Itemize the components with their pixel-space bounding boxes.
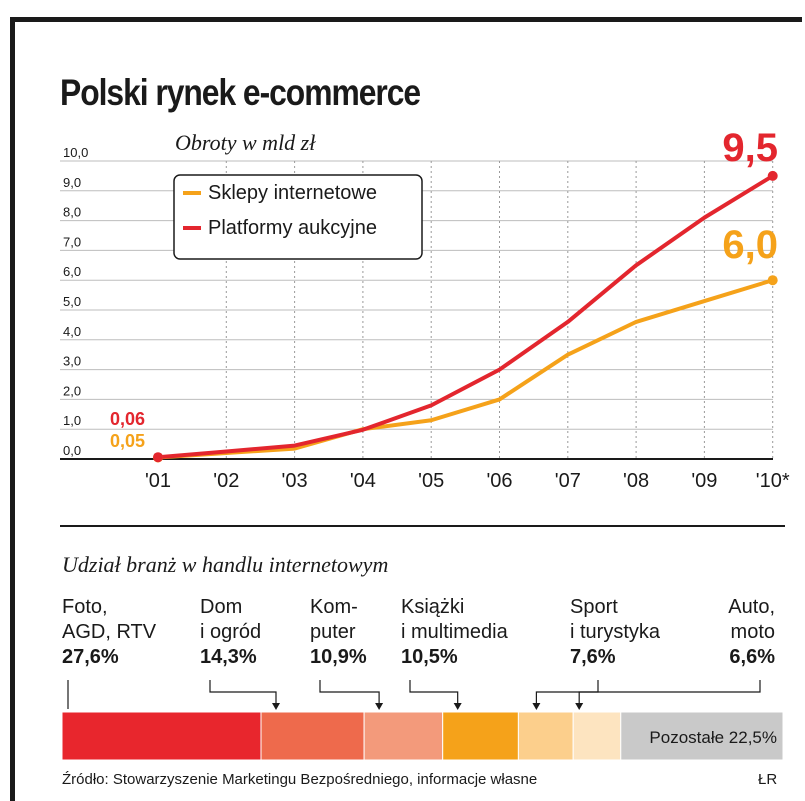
shares-title: Udział branż w handlu internetowym (62, 552, 389, 577)
share-segment (260, 711, 365, 761)
frame-top-rule (10, 17, 802, 22)
y-tick-label: 9,0 (63, 175, 81, 190)
share-label-line: Foto, (62, 596, 108, 618)
y-tick-label: 6,0 (63, 264, 81, 279)
share-label-line: AGD, RTV (62, 621, 157, 643)
x-tick-label: '05 (418, 470, 444, 492)
share-percent: 10,5% (401, 646, 458, 668)
series-line (156, 278, 775, 460)
share-bar-chart: Pozostałe 22,5% (61, 680, 784, 761)
y-tick-label: 8,0 (63, 205, 81, 220)
share-label-dom: Dom i ogród 14,3% (200, 595, 261, 670)
share-connector-arrowhead (575, 703, 584, 710)
section-divider (60, 525, 785, 527)
share-label-komputer: Kom- puter 10,9% (310, 595, 367, 670)
share-segment (517, 711, 574, 761)
share-label-line: i turystyka (570, 621, 661, 643)
share-label-line: Kom- (310, 596, 358, 618)
author-credit: ŁR (758, 771, 778, 788)
y-tick-label: 7,0 (63, 234, 81, 249)
end-value-label: 9,5 (722, 126, 778, 170)
share-percent: 6,6% (729, 646, 775, 668)
share-other-label: Pozostałe 22,5% (649, 728, 777, 747)
x-tick-label: '08 (623, 470, 649, 492)
x-tick-label: '06 (486, 470, 512, 492)
chart-subtitle: Obroty w mld zł (175, 130, 316, 155)
share-connector (409, 680, 459, 706)
share-connector-arrowhead (271, 703, 280, 710)
start-value-label: 0,06 (110, 409, 145, 429)
y-tick-label: 0,0 (63, 443, 81, 458)
share-label-line: i ogród (200, 621, 262, 643)
legend-label: Sklepy internetowe (208, 182, 377, 204)
share-connector (578, 680, 761, 706)
share-label-line: Dom (200, 596, 243, 618)
x-tick-label: '04 (350, 470, 376, 492)
x-tick-label: '01 (145, 470, 171, 492)
share-percent: 7,6% (570, 646, 616, 668)
share-connector-arrowhead (532, 703, 541, 710)
end-value-label: 6,0 (722, 223, 778, 267)
series-end-point (767, 275, 778, 286)
share-percent: 10,9% (310, 646, 367, 668)
share-label-line: Sport (570, 596, 618, 618)
y-tick-label: 4,0 (63, 324, 81, 339)
line-chart: 0,0 1,0 2,0 3,0 4,0 5,0 6,0 7,0 8,0 9,0 10,0 '01 '02… (60, 126, 790, 492)
share-segment (572, 711, 622, 761)
series-start-point (153, 452, 163, 463)
y-tick-label: 1,0 (63, 413, 81, 428)
share-label-line: Książki (401, 596, 465, 618)
share-label-line: puter (310, 621, 356, 643)
x-tick-label: '09 (691, 470, 717, 492)
share-connector (209, 680, 277, 706)
share-connector (319, 680, 380, 706)
x-tick-label: '02 (213, 470, 239, 492)
y-tick-label: 2,0 (63, 383, 81, 398)
share-connector-arrowhead (453, 703, 462, 710)
page-title: Polski rynek e-commerce (60, 72, 421, 113)
chart-legend: Sklepy internetowe Platformy aukcyjne (173, 174, 423, 260)
share-label-line: moto (730, 621, 775, 643)
share-percent: 27,6% (62, 646, 119, 668)
series-line (156, 173, 775, 460)
share-segment-other (620, 711, 784, 761)
share-label-foto: Foto, AGD, RTV 27,6% (62, 595, 156, 670)
share-label-auto: Auto, moto 6,6% (700, 595, 775, 670)
legend-box (173, 174, 423, 260)
source-note: Źródło: Stowarzyszenie Marketingu Bezpoś… (62, 771, 538, 788)
share-segment (442, 711, 519, 761)
share-segment (363, 711, 444, 761)
share-label-line: Auto, (728, 596, 775, 618)
share-percent: 14,3% (200, 646, 257, 668)
y-tick-label: 10,0 (63, 145, 88, 160)
share-label-line: i multimedia (401, 621, 508, 643)
share-connector (535, 680, 599, 706)
legend-label: Platformy aukcyjne (208, 217, 377, 239)
y-tick-label: 5,0 (63, 294, 81, 309)
frame-left-rule (10, 17, 15, 801)
share-segment (61, 711, 262, 761)
x-tick-label: '07 (555, 470, 581, 492)
x-tick-label: '10* (756, 470, 790, 492)
share-connector-arrowhead (375, 703, 384, 710)
y-tick-label: 3,0 (63, 354, 81, 369)
share-label-ksiazki: Książki i multimedia 10,5% (401, 595, 508, 670)
x-tick-label: '03 (282, 470, 308, 492)
start-value-label: 0,05 (110, 431, 145, 451)
share-label-sport: Sport i turystyka 7,6% (570, 595, 660, 670)
series-end-point (767, 170, 778, 181)
